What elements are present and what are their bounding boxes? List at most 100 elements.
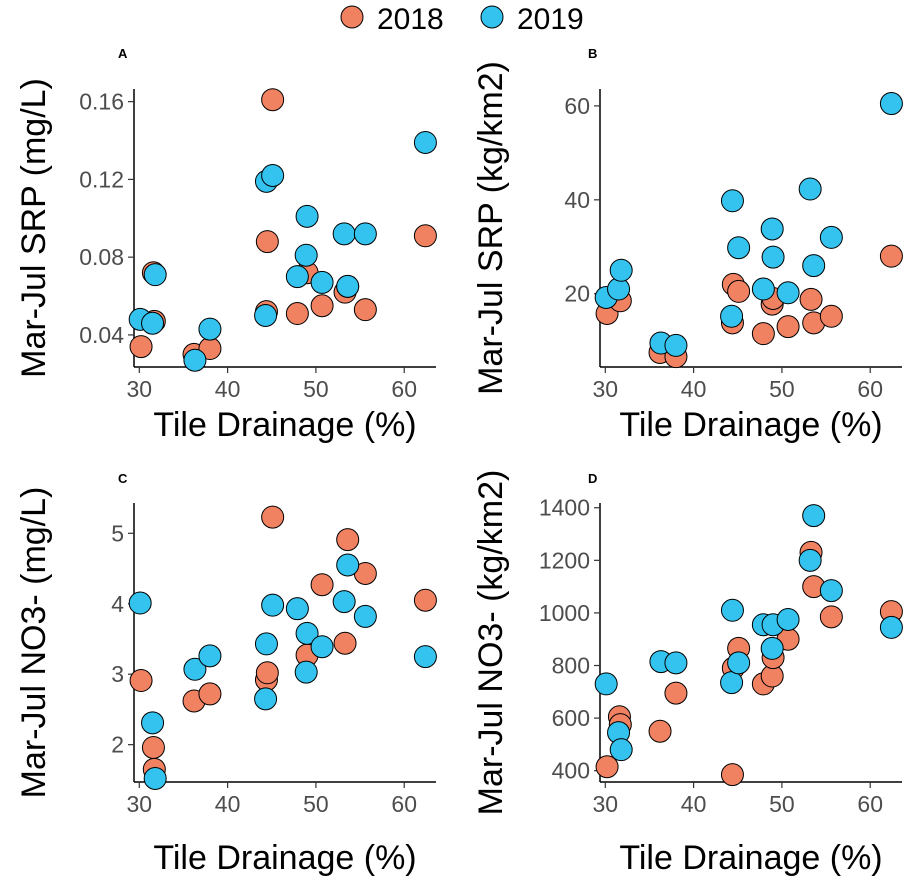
data-point-2019 (720, 304, 744, 328)
data-point-2019 (141, 711, 165, 735)
x-tick-label-c: 50 (303, 791, 329, 817)
data-point-2019 (761, 245, 785, 269)
data-point-2019 (727, 651, 751, 675)
data-point-2019 (332, 590, 356, 614)
data-point-2019 (143, 766, 167, 790)
legend-label-2019: 2019 (517, 3, 584, 36)
data-point-2019 (727, 236, 751, 260)
y-axis-title-c: Mar-Jul NO3- (mg/L) (15, 487, 53, 799)
data-point-2018 (819, 304, 843, 328)
data-point-2018 (720, 763, 744, 787)
data-point-2019 (261, 593, 285, 617)
data-point-2019 (285, 265, 309, 289)
data-point-2018 (261, 505, 285, 529)
data-point-2019 (802, 504, 826, 528)
x-tick-label-c: 60 (391, 791, 417, 817)
x-tick-label-b: 40 (681, 376, 707, 402)
data-point-2019 (760, 636, 784, 660)
legend: 2018 2019 (340, 3, 584, 36)
data-point-2019 (798, 177, 822, 201)
x-axis-title-b: Tile Drainage (%) (619, 406, 882, 444)
y-axis-title-a: Mar-Jul SRP (mg/L) (15, 78, 53, 378)
legend-swatch-2019 (480, 5, 504, 29)
x-tick-label-c: 30 (127, 791, 153, 817)
series-2019-d (594, 504, 903, 762)
data-point-2018 (336, 528, 360, 552)
data-point-2019 (183, 348, 207, 372)
y-tick-label-d: 600 (552, 705, 590, 731)
data-point-2018 (751, 322, 775, 346)
data-point-2019 (310, 270, 334, 294)
y-tick-label-d: 1200 (539, 547, 590, 573)
data-point-2018 (285, 302, 309, 326)
data-point-2019 (720, 671, 744, 695)
data-point-2018 (413, 224, 437, 248)
data-point-2018 (255, 661, 279, 685)
data-point-2019 (594, 672, 618, 696)
data-point-2019 (261, 164, 285, 188)
data-point-2019 (336, 553, 360, 577)
y-tick-label-d: 400 (552, 758, 590, 784)
data-point-2019 (254, 632, 278, 656)
y-tick-label-c: 2 (111, 732, 124, 758)
x-tick-label-d: 50 (769, 791, 795, 817)
data-point-2019 (143, 263, 167, 287)
data-point-2018 (310, 573, 334, 597)
data-point-2019 (609, 258, 633, 282)
data-point-2019 (254, 687, 278, 711)
series-2018-c (129, 505, 437, 781)
data-point-2018 (879, 244, 903, 268)
x-tick-label-c: 40 (215, 791, 241, 817)
y-tick-label-a: 0.08 (79, 244, 124, 270)
data-point-2019 (198, 644, 222, 668)
data-point-2019 (141, 311, 165, 335)
y-tick-label-c: 4 (111, 591, 124, 617)
data-point-2019 (664, 651, 688, 675)
data-point-2019 (664, 333, 688, 357)
x-tick-label-b: 30 (593, 376, 619, 402)
data-point-2018 (141, 735, 165, 759)
data-point-2019 (294, 660, 318, 684)
y-tick-label-a: 0.12 (79, 166, 124, 192)
y-tick-label-a: 0.16 (79, 89, 124, 115)
data-point-2019 (798, 548, 822, 572)
data-point-2018 (595, 755, 619, 779)
y-tick-label-c: 3 (111, 661, 124, 687)
y-tick-label-b: 20 (564, 281, 590, 307)
y-axis-title-d: Mar-Jul NO3- (kg/km2) (472, 470, 510, 816)
x-tick-label-a: 40 (215, 376, 241, 402)
data-point-2019 (819, 579, 843, 603)
panel-label-b: B (588, 46, 597, 61)
data-point-2019 (760, 217, 784, 241)
series-2018-a (129, 88, 437, 366)
data-point-2019 (879, 92, 903, 116)
data-point-2018 (664, 681, 688, 705)
data-point-2018 (310, 294, 334, 318)
data-point-2019 (819, 225, 843, 249)
series-2019-b (594, 92, 903, 357)
data-point-2018 (333, 631, 357, 655)
data-point-2018 (353, 298, 377, 322)
panel-a: A 0.04 0.08 0.12 0.16 30 40 50 60 Tile Drainage (… (15, 46, 437, 444)
x-axis-title-d: Tile Drainage (%) (619, 839, 882, 877)
data-point-2019 (285, 597, 309, 621)
x-tick-label-a: 30 (127, 376, 153, 402)
x-tick-label-d: 60 (857, 791, 883, 817)
panel-c: C 2 3 4 5 30 40 50 60 Tile Drainage (%) Mar-Jul NO… (15, 471, 437, 877)
series-2019-c (128, 553, 437, 790)
data-point-2018 (198, 682, 222, 706)
y-tick-label-c: 5 (111, 520, 124, 546)
panel-label-a: A (118, 46, 128, 61)
data-point-2019 (336, 274, 360, 298)
data-point-2019 (198, 317, 222, 341)
data-point-2019 (128, 591, 152, 615)
y-tick-label-b: 40 (564, 187, 590, 213)
series-2018-b (595, 244, 903, 369)
data-point-2018 (776, 315, 800, 339)
x-tick-label-a: 60 (391, 376, 417, 402)
y-tick-label-b: 60 (564, 93, 590, 119)
data-point-2019 (609, 738, 633, 762)
data-point-2019 (183, 657, 207, 681)
data-point-2019 (295, 621, 319, 645)
